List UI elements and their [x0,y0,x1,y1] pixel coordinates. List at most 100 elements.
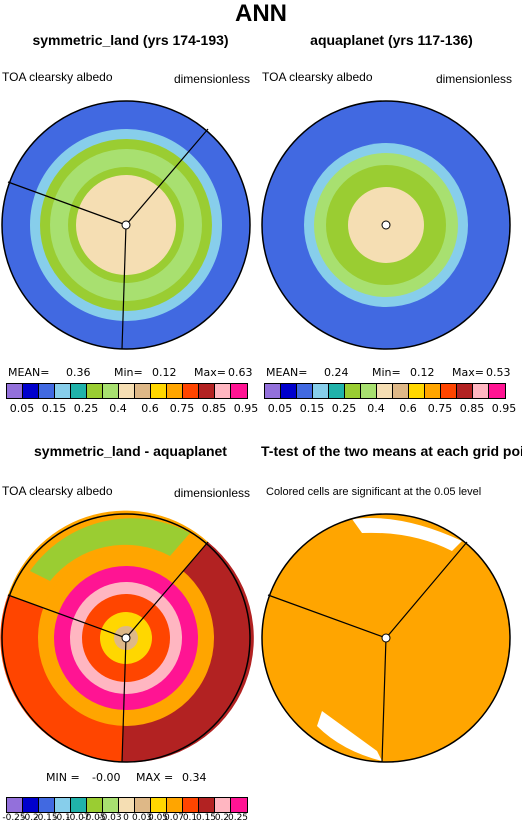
colorbar-swatch [151,798,167,812]
colorbar-tick-label: 0.2 [214,813,230,823]
panel1-min-label: Min= [114,366,143,379]
panel1-colorbar-ticks: 0.05 0.15 0.25 0.4 0.6 0.75 0.85 0.95 [6,402,259,416]
colorbar-tick-label: 0.15 [195,813,217,823]
panel1-max-label: Max= [194,366,226,379]
panel2-units: dimensionless [435,72,512,86]
panel2-title: aquaplanet (yrs 117-136) [310,32,473,48]
colorbar-swatch [167,384,183,398]
colorbar-tick-label: 0 [123,813,129,823]
colorbar-swatch [231,384,247,398]
panel1-min: 0.12 [152,366,177,379]
colorbar-tick-label: 0.95 [233,402,259,415]
colorbar-tick-label: -0.03 [98,813,122,823]
colorbar-swatch [345,384,361,398]
colorbar-swatch [119,384,135,398]
panel2-max-label: Max= [452,366,484,379]
panel3-polar-map [0,510,254,763]
colorbar-tick-label: -0.25 [2,813,26,823]
panel4-significance-map [261,513,511,763]
panel1-polar-map [1,100,251,350]
colorbar-swatch [393,384,409,398]
colorbar-tick-label: 0.1 [182,813,198,823]
panel1-colorbar [6,383,248,399]
panel4-note: Colored cells are significant at the 0.0… [266,486,482,498]
colorbar-tick-label: 0.4 [109,402,127,415]
colorbar-tick-label: 0.05 [267,402,293,415]
colorbar-swatch [135,384,151,398]
panel3-title: symmetric_land - aquaplanet [34,443,227,459]
colorbar-swatch [23,798,39,812]
panel1-units: dimensionless [173,72,250,86]
colorbar-swatch [7,798,23,812]
colorbar-tick-label: -0.07 [66,813,90,823]
panel2-mean: 0.24 [324,366,349,379]
panel2-min-label: Min= [372,366,401,379]
colorbar-swatch [377,384,393,398]
colorbar-tick-label: -0.2 [21,813,39,823]
colorbar-swatch [39,798,55,812]
colorbar-swatch [135,798,151,812]
colorbar-swatch [199,798,215,812]
panel1-max: 0.63 [228,366,253,379]
colorbar-swatch [441,384,457,398]
colorbar-swatch [199,384,215,398]
colorbar-tick-label: 0.07 [163,813,185,823]
colorbar-tick-label: 0.05 [9,402,35,415]
colorbar-swatch [425,384,441,398]
colorbar-swatch [151,384,167,398]
colorbar-swatch [313,384,329,398]
colorbar-tick-label: 0.75 [169,402,195,415]
colorbar-tick-label: 0.6 [399,402,417,415]
colorbar-swatch [7,384,23,398]
colorbar-tick-label: 0.25 [73,402,99,415]
panel2-variable: TOA clearsky albedo [262,70,373,84]
main-title: ANN [235,0,287,27]
colorbar-tick-label: 0.75 [427,402,453,415]
panel3-min-label: MIN = [46,771,80,784]
colorbar-swatch [489,384,505,398]
panel1-title: symmetric_land (yrs 174-193) [32,32,229,48]
colorbar-swatch [71,384,87,398]
panel3-colorbar [6,797,248,813]
colorbar-swatch [231,798,247,812]
colorbar-tick-label: 0.25 [331,402,357,415]
colorbar-tick-label: 0.95 [491,402,517,415]
panel2-min: 0.12 [410,366,435,379]
colorbar-swatch [361,384,377,398]
colorbar-swatch [265,384,281,398]
colorbar-tick-label: -0.05 [82,813,106,823]
colorbar-swatch [183,384,199,398]
colorbar-tick-label: 0.85 [459,402,485,415]
panel2-colorbar [264,383,506,399]
colorbar-tick-label: 0.15 [41,402,67,415]
colorbar-swatch [297,384,313,398]
colorbar-swatch [103,384,119,398]
panel2-polar-map [261,100,511,350]
colorbar-swatch [39,384,55,398]
colorbar-tick-label: 0.25 [227,813,249,823]
colorbar-swatch [281,384,297,398]
panel3-min: -0.00 [92,771,121,784]
colorbar-swatch [87,384,103,398]
colorbar-tick-label: 0.4 [367,402,385,415]
colorbar-swatch [103,798,119,812]
panel3-max-label: MAX = [136,771,174,784]
colorbar-swatch [215,384,231,398]
panel2-mean-label: MEAN= [266,366,308,379]
colorbar-tick-label: 0.03 [131,813,153,823]
panel4-title: T-test of the two means at each grid poi… [261,443,522,459]
colorbar-tick-label: -0.15 [34,813,58,823]
panel2-colorbar-ticks: 0.05 0.15 0.25 0.4 0.6 0.75 0.85 0.95 [264,402,517,416]
colorbar-tick-label: 0.85 [201,402,227,415]
colorbar-swatch [167,798,183,812]
colorbar-swatch [119,798,135,812]
panel1-mean: 0.36 [66,366,91,379]
panel3-colorbar-ticks: -0.25 -0.2 -0.15 -0.1 -0.07 -0.05 -0.03 0 0.03 0.… [2,813,249,825]
colorbar-swatch [409,384,425,398]
panel1-variable: TOA clearsky albedo [2,70,113,84]
colorbar-swatch [215,798,231,812]
panel2-max: 0.53 [486,366,511,379]
colorbar-swatch [183,798,199,812]
panel1-mean-label: MEAN= [8,366,50,379]
colorbar-swatch [87,798,103,812]
